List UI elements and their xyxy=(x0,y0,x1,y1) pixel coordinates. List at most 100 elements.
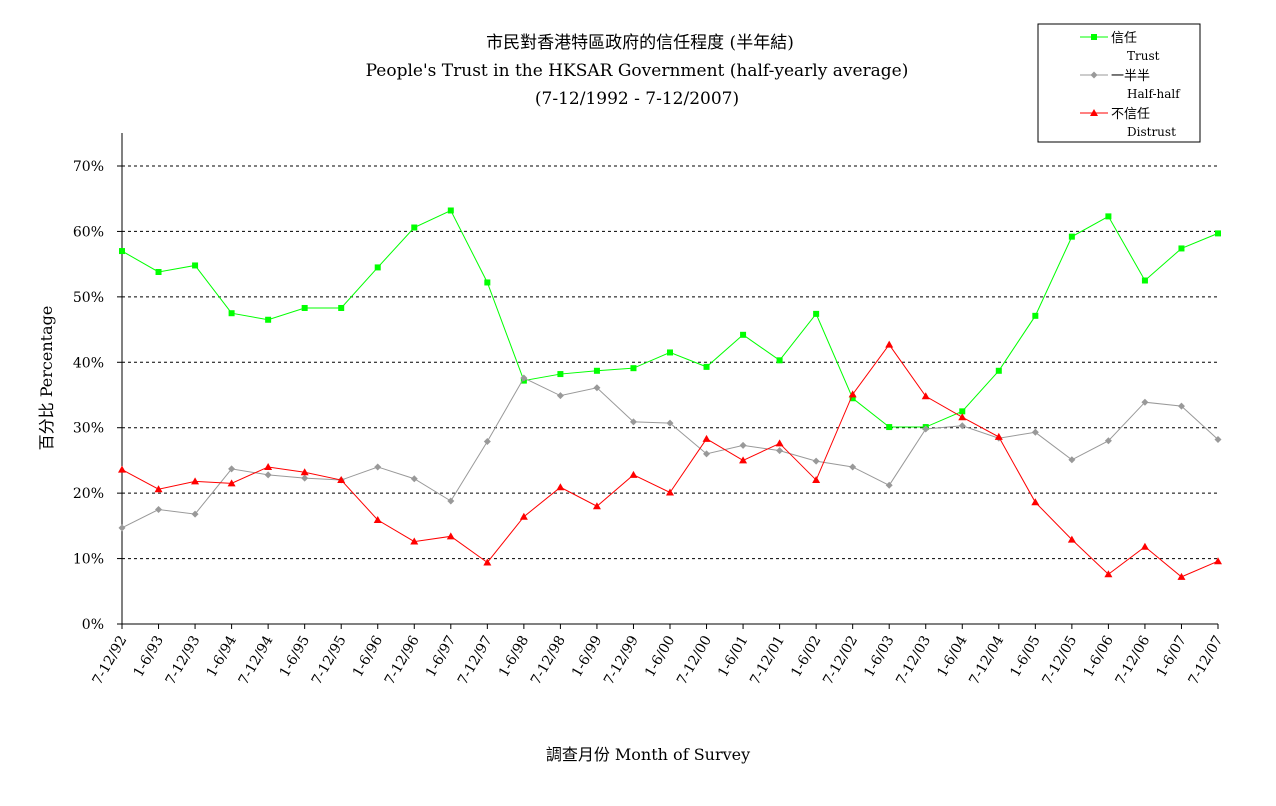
data-point-trust xyxy=(447,207,454,214)
x-tick-label: 7-12/02 xyxy=(820,633,861,688)
series-trust xyxy=(119,207,1221,431)
legend-label-chinese: 不信任 xyxy=(1111,107,1150,122)
data-point-half-half xyxy=(849,463,857,471)
data-point-trust xyxy=(338,304,345,311)
data-point-distrust xyxy=(118,465,126,473)
data-point-half-half xyxy=(776,447,784,455)
data-point-distrust xyxy=(885,340,894,348)
y-tick-labels: 0% 10% 20% 30% 40% 50% 60% 70% xyxy=(73,159,104,633)
x-tick-label: 1-6/05 xyxy=(1007,633,1043,680)
data-point-distrust xyxy=(264,462,273,470)
data-point-trust xyxy=(959,408,966,415)
data-point-distrust xyxy=(592,502,601,510)
data-point-half-half xyxy=(1031,428,1039,436)
data-point-distrust xyxy=(1214,557,1222,565)
chart-title-chinese: 市民對香港特區政府的信任程度 (半年結) xyxy=(486,33,794,53)
data-point-trust xyxy=(776,357,783,364)
y-tick-label: 20% xyxy=(73,486,104,502)
x-tick-label: 7-12/95 xyxy=(309,633,350,688)
data-point-distrust xyxy=(373,515,382,523)
data-point-trust xyxy=(630,365,637,372)
legend-label-english: Distrust xyxy=(1127,125,1176,139)
x-tick-label: 7-12/92 xyxy=(90,633,131,688)
data-point-trust xyxy=(849,395,856,402)
data-point-distrust xyxy=(994,432,1003,440)
x-tick-label: 7-12/07 xyxy=(1186,633,1227,688)
x-tick-label: 7-12/97 xyxy=(455,633,496,688)
data-point-distrust xyxy=(775,439,784,447)
x-tick-labels: 7-12/92 1-6/937-12/93 1-6/947-12/94 1-6/957… xyxy=(90,633,1227,688)
x-tick-label: 1-6/97 xyxy=(423,633,459,680)
series-line-half-half xyxy=(121,377,1219,529)
data-point-distrust xyxy=(848,390,857,398)
data-point-half-half xyxy=(1068,456,1076,464)
data-point-half-half xyxy=(1141,398,1149,406)
data-point-trust xyxy=(1141,277,1148,284)
data-point-trust xyxy=(1032,312,1039,319)
legend-label-chinese: 信任 xyxy=(1111,31,1137,46)
data-point-trust xyxy=(228,310,235,317)
x-tick-label: 1-6/94 xyxy=(204,633,240,680)
data-point-half-half xyxy=(922,425,930,433)
x-tick-label: 7-12/99 xyxy=(601,633,642,688)
y-tick-label: 30% xyxy=(73,421,104,437)
x-tick-label: 7-12/03 xyxy=(893,633,934,688)
x-tick-label: 1-6/02 xyxy=(788,633,824,680)
data-point-distrust xyxy=(921,392,930,400)
y-tick-label: 0% xyxy=(82,617,104,633)
legend-marker xyxy=(1090,71,1098,79)
data-point-trust xyxy=(557,371,564,378)
x-tick-label: 1-6/06 xyxy=(1080,633,1116,680)
x-tick-label: 1-6/93 xyxy=(131,633,167,680)
x-tick-label: 7-12/01 xyxy=(747,633,788,688)
data-point-trust xyxy=(667,349,673,356)
x-tick-label: 7-12/00 xyxy=(674,633,715,688)
data-point-distrust xyxy=(629,470,638,478)
data-point-distrust xyxy=(154,485,163,493)
data-point-distrust xyxy=(483,558,492,566)
data-point-distrust xyxy=(191,477,200,485)
x-axis-title: 調查月份 Month of Survey xyxy=(546,745,750,764)
y-tick-label: 40% xyxy=(73,355,104,371)
data-point-distrust xyxy=(1067,535,1076,543)
x-tick-label: 1-6/07 xyxy=(1154,633,1190,680)
x-tick-label: 1-6/01 xyxy=(715,633,751,680)
series-line-distrust xyxy=(121,343,1219,578)
x-tick-label: 7-12/94 xyxy=(236,633,277,688)
legend-item-distrust: 不信任 Distrust xyxy=(1080,107,1176,139)
data-point-distrust xyxy=(337,476,346,484)
data-point-half-half xyxy=(228,465,236,473)
data-point-half-half xyxy=(885,481,893,489)
legend-marker xyxy=(1090,109,1098,116)
x-tick-label: 7-12/93 xyxy=(163,633,204,688)
data-point-distrust xyxy=(446,532,455,540)
data-point-half-half xyxy=(593,384,601,392)
x-tick-label: 1-6/03 xyxy=(861,633,897,680)
data-point-distrust xyxy=(519,512,528,520)
data-point-trust xyxy=(740,331,747,338)
data-point-half-half xyxy=(812,457,820,465)
data-point-distrust xyxy=(1104,570,1113,578)
data-point-half-half xyxy=(1104,437,1112,445)
x-tick-label: 7-12/96 xyxy=(382,633,423,688)
data-point-half-half xyxy=(483,437,491,445)
data-point-distrust xyxy=(227,479,236,487)
legend: 信任 Trust 一半半 Half-half 不信任 Distrust xyxy=(1037,23,1201,143)
data-point-half-half xyxy=(629,418,637,426)
series-distrust xyxy=(118,340,1222,580)
x-tick-label: 1-6/00 xyxy=(642,633,678,680)
chart-period: (7-12/1992 - 7-12/2007) xyxy=(535,89,739,109)
data-point-half-half xyxy=(1177,402,1185,410)
legend-label-english: Half-half xyxy=(1127,87,1181,101)
x-tick-label: 7-12/05 xyxy=(1039,633,1080,688)
y-tick-label: 50% xyxy=(73,290,104,306)
data-point-trust xyxy=(192,262,199,269)
data-point-trust xyxy=(886,424,893,431)
x-tick-label: 7-12/04 xyxy=(966,633,1007,688)
legend-marker xyxy=(1091,34,1097,40)
data-point-trust xyxy=(155,268,162,275)
y-tick-label: 70% xyxy=(73,159,104,175)
data-point-distrust xyxy=(556,483,565,491)
